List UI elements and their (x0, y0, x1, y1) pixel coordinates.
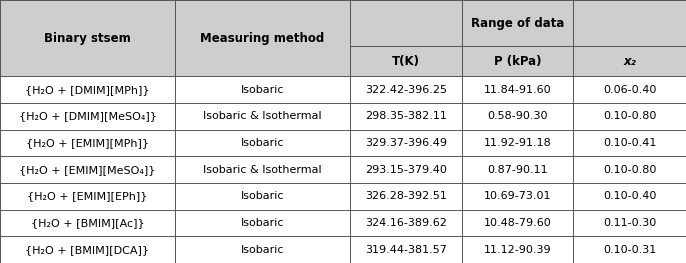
Bar (350, 76, 462, 103)
Bar (462, 76, 573, 103)
Text: {H₂O + [DMIM][MeSO₄]}: {H₂O + [DMIM][MeSO₄]} (19, 111, 156, 121)
Bar (462, 183, 573, 210)
Bar (0, 210, 175, 236)
Text: {H₂O + [BMIM][Ac]}: {H₂O + [BMIM][Ac]} (31, 218, 144, 228)
Text: 11.84-91.60: 11.84-91.60 (484, 85, 552, 95)
Text: Isobaric & Isothermal: Isobaric & Isothermal (203, 111, 322, 121)
Bar (462, 46, 573, 76)
Text: 324.16-389.62: 324.16-389.62 (365, 218, 447, 228)
Text: 0.10-0.41: 0.10-0.41 (603, 138, 657, 148)
Bar (0, 156, 175, 183)
Bar (0, 183, 175, 210)
Bar (573, 156, 686, 183)
Bar (175, 76, 350, 103)
Bar (0, 103, 175, 130)
Bar (175, 130, 350, 156)
Bar (175, 156, 350, 183)
Text: 11.92-91.18: 11.92-91.18 (484, 138, 552, 148)
Bar (175, 183, 350, 210)
Bar (175, 210, 350, 236)
Bar (573, 130, 686, 156)
Bar (350, 130, 462, 156)
Bar (350, 46, 462, 76)
Bar (462, 210, 573, 236)
Text: 0.10-0.31: 0.10-0.31 (603, 245, 657, 255)
Bar (573, 103, 686, 130)
Bar (175, 103, 350, 130)
Text: 329.37-396.49: 329.37-396.49 (365, 138, 447, 148)
Text: Isobaric: Isobaric (241, 245, 284, 255)
Bar (462, 156, 573, 183)
Text: {H₂O + [DMIM][MPh]}: {H₂O + [DMIM][MPh]} (25, 85, 150, 95)
Bar (573, 210, 686, 236)
Text: 0.58-90.30: 0.58-90.30 (487, 111, 548, 121)
Text: Isobaric: Isobaric (241, 191, 284, 201)
Text: 0.11-0.30: 0.11-0.30 (603, 218, 657, 228)
Bar (462, 103, 573, 130)
Text: Isobaric & Isothermal: Isobaric & Isothermal (203, 165, 322, 175)
Text: {H₂O + [BMIM][DCA]}: {H₂O + [BMIM][DCA]} (25, 245, 150, 255)
Text: Isobaric: Isobaric (241, 85, 284, 95)
Bar (350, 210, 462, 236)
Text: 10.48-79.60: 10.48-79.60 (484, 218, 552, 228)
Bar (350, 103, 462, 130)
Bar (175, 236, 350, 263)
Text: Range of data: Range of data (471, 17, 565, 29)
Bar (350, 236, 462, 263)
Text: 322.42-396.25: 322.42-396.25 (365, 85, 447, 95)
Text: Isobaric: Isobaric (241, 218, 284, 228)
Text: 0.87-90.11: 0.87-90.11 (487, 165, 548, 175)
Bar (462, 236, 573, 263)
Text: P (kPa): P (kPa) (494, 55, 541, 68)
Text: Binary stsem: Binary stsem (44, 32, 131, 45)
Bar (0, 236, 175, 263)
Bar (573, 236, 686, 263)
Text: {H₂O + [EMIM][EPh]}: {H₂O + [EMIM][EPh]} (27, 191, 147, 201)
Text: Measuring method: Measuring method (200, 32, 324, 45)
Text: Isobaric: Isobaric (241, 138, 284, 148)
Text: 10.69-73.01: 10.69-73.01 (484, 191, 552, 201)
Bar (175, 0, 350, 76)
Text: 0.06-0.40: 0.06-0.40 (603, 85, 657, 95)
Bar (573, 46, 686, 76)
Bar (573, 183, 686, 210)
Text: x₂: x₂ (624, 55, 636, 68)
Bar (573, 76, 686, 103)
Text: {H₂O + [EMIM][MPh]}: {H₂O + [EMIM][MPh]} (26, 138, 149, 148)
Text: 319.44-381.57: 319.44-381.57 (365, 245, 447, 255)
Text: T(K): T(K) (392, 55, 420, 68)
Bar (462, 130, 573, 156)
Bar (0, 0, 175, 76)
Text: 298.35-382.11: 298.35-382.11 (365, 111, 447, 121)
Bar (0, 130, 175, 156)
Text: 326.28-392.51: 326.28-392.51 (365, 191, 447, 201)
Text: 11.12-90.39: 11.12-90.39 (484, 245, 552, 255)
Bar (350, 183, 462, 210)
Text: {H₂O + [EMIM][MeSO₄]}: {H₂O + [EMIM][MeSO₄]} (19, 165, 156, 175)
Bar (350, 0, 686, 46)
Text: 293.15-379.40: 293.15-379.40 (365, 165, 447, 175)
Text: 0.10-0.40: 0.10-0.40 (603, 191, 657, 201)
Text: 0.10-0.80: 0.10-0.80 (603, 165, 657, 175)
Bar (350, 156, 462, 183)
Bar (0, 76, 175, 103)
Text: 0.10-0.80: 0.10-0.80 (603, 111, 657, 121)
